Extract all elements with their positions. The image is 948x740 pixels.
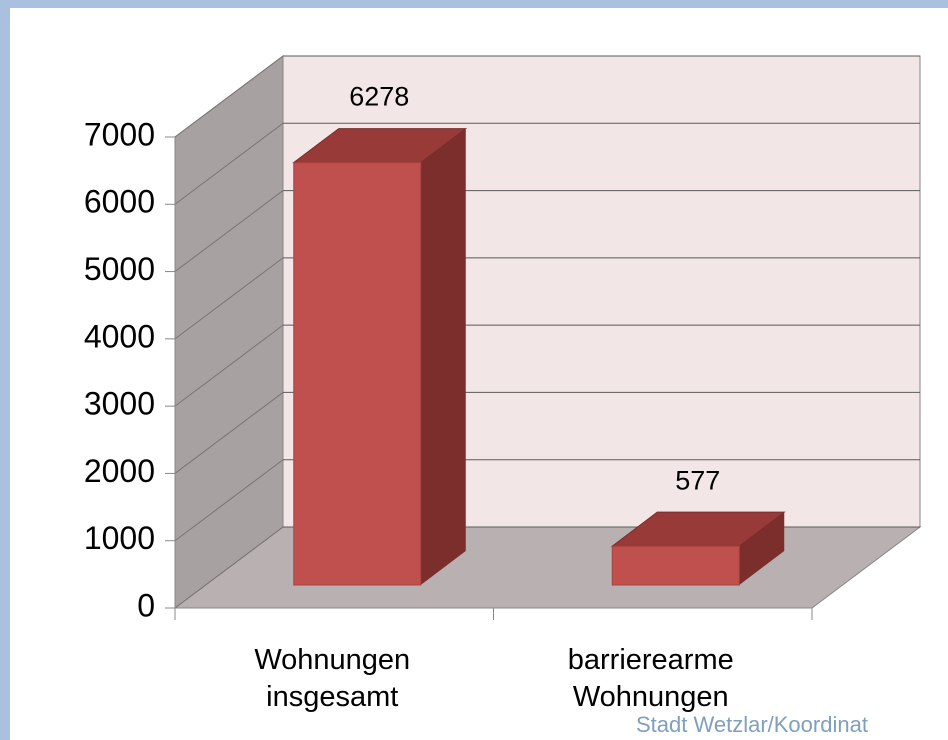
grid-line — [174, 257, 284, 340]
y-tick-label: 1000 — [84, 520, 155, 556]
y-tick-label: 7000 — [84, 116, 155, 152]
value-label: 6278 — [349, 82, 409, 112]
value-label: 577 — [675, 465, 720, 495]
x-tick-label: Wohnungen insgesamt — [254, 644, 411, 713]
grid-line — [174, 324, 284, 407]
floor — [173, 526, 922, 609]
grid-line — [174, 459, 284, 542]
y-tick-label: 3000 — [84, 386, 155, 422]
side-wall — [174, 55, 284, 609]
grid-line — [174, 392, 284, 474]
y-tick-label: 5000 — [84, 251, 155, 287]
y-tick-label: 2000 — [84, 453, 155, 489]
x-tick-label: barrierearme Wohnungen — [567, 644, 734, 713]
bar — [611, 545, 740, 586]
bar-side — [739, 512, 785, 585]
grid-line — [174, 122, 284, 205]
bar — [293, 162, 422, 586]
y-tick-label: 0 — [137, 587, 155, 623]
bar-side — [420, 128, 466, 585]
y-tick-label: 4000 — [84, 318, 155, 354]
grid-line — [174, 526, 284, 609]
grid-line — [174, 190, 284, 272]
grid-line — [174, 55, 284, 138]
y-tick-label: 6000 — [84, 184, 155, 220]
source-note: Stadt Wetzlar/Koordinat — [636, 712, 868, 737]
